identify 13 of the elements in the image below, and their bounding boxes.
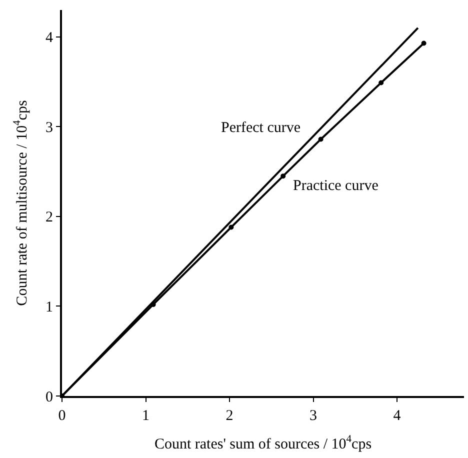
y-tick-label: 3	[46, 120, 53, 136]
x-tick-label: 1	[142, 408, 150, 424]
series-label: Perfect curve	[221, 120, 301, 136]
series-label: Practice curve	[293, 178, 379, 194]
x-tick-label: 2	[226, 408, 234, 424]
x-axis-title: Count rates' sum of sources / 10$^{4}$cps	[154, 434, 372, 452]
x-tick-label: 3	[310, 408, 317, 424]
y-tick-label: 0	[46, 389, 53, 406]
y-tick-label: 4	[46, 30, 54, 46]
x-tick-label: 0	[58, 408, 66, 424]
x-tick-label: 4	[393, 408, 402, 424]
y-tick-label: 1	[46, 299, 53, 316]
y-tick-label: 2	[46, 210, 53, 226]
